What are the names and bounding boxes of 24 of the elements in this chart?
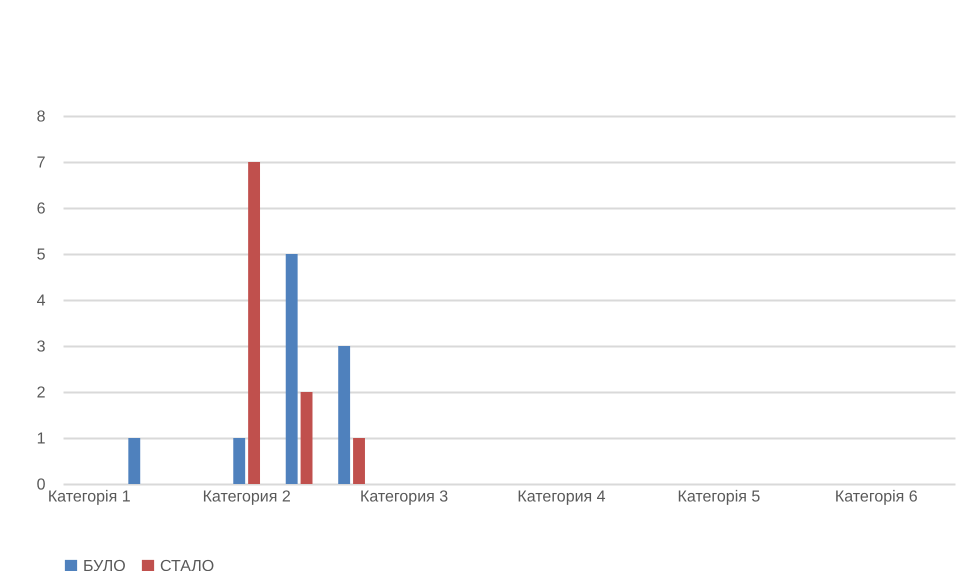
x-tick-label: Категорія 6 bbox=[834, 488, 918, 506]
bar bbox=[248, 162, 260, 484]
legend-label: СТАЛО bbox=[160, 558, 214, 571]
bar bbox=[233, 438, 246, 484]
x-tick-label: Категорія 5 bbox=[678, 488, 760, 506]
y-tick-label: 8 bbox=[36, 108, 46, 126]
bar bbox=[128, 438, 140, 484]
y-tick-label: 5 bbox=[36, 246, 46, 264]
bar bbox=[286, 254, 298, 484]
bar bbox=[338, 346, 350, 484]
y-tick-label: 3 bbox=[36, 338, 46, 356]
y-tick-label: 6 bbox=[36, 200, 46, 218]
bar bbox=[353, 438, 365, 484]
y-tick-label: 2 bbox=[36, 384, 46, 402]
x-tick-label: Категория 3 bbox=[360, 488, 448, 506]
x-tick-label: Категория 4 bbox=[517, 488, 606, 506]
legend-label: БУЛО bbox=[83, 558, 126, 571]
bar bbox=[300, 392, 312, 484]
y-tick-label: 0 bbox=[36, 476, 46, 494]
x-tick-label: Категория 2 bbox=[202, 488, 291, 506]
y-tick-label: 1 bbox=[36, 430, 46, 448]
y-tick-label: 7 bbox=[36, 154, 46, 172]
y-tick-label: 4 bbox=[36, 292, 46, 310]
x-tick-label: Категорія 1 bbox=[48, 488, 131, 506]
